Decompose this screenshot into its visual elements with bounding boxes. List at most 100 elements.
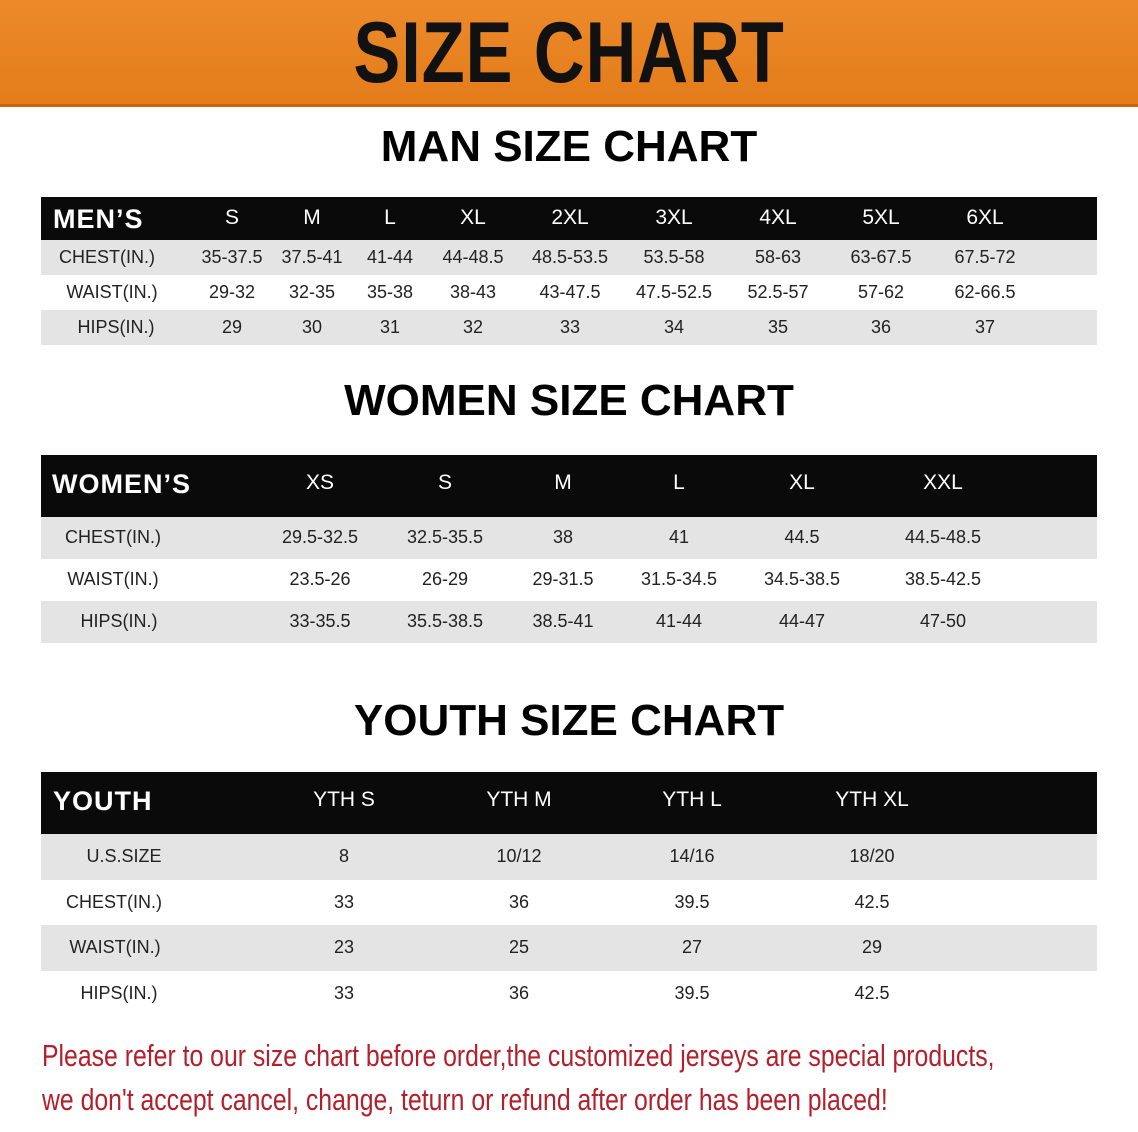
measurement-label: WAIST(IN.) [67,569,159,589]
table-title-cell: YOUTH [53,786,153,816]
measurement-value: 8 [338,846,350,866]
measurement-value: 57-62 [857,282,905,302]
measurement-value: 41 [668,527,690,547]
measurement-value: 32-35 [288,282,336,302]
size-header-cell: 3XL [655,206,693,229]
size-header-cell: YTH XL [835,788,909,811]
table-row: WAIST(IN.) 23 25 27 29 [41,925,1097,971]
size-header-cell: M [554,471,572,494]
notice-line-2: we don't accept cancel, change, teturn o… [42,1082,888,1117]
measurement-value: 33-35.5 [289,611,351,631]
youth-section-title: YOUTH SIZE CHART [353,696,785,745]
measurement-value: 36 [508,982,530,1003]
size-header-cell: XXL [923,471,963,494]
table-title-cell: MEN’S [53,204,144,234]
measurement-label: CHEST(IN.) [66,891,162,912]
size-header-cell: 5XL [862,206,900,229]
measurement-value: 53.5-58 [643,247,705,267]
measurement-label: HIPS(IN.) [80,611,158,631]
measurement-value: 34.5-38.5 [763,569,841,589]
measurement-value: 34 [663,317,685,337]
table-row: CHEST(IN.) 33 36 39.5 42.5 [41,880,1097,926]
measurement-value: 42.5 [854,891,890,912]
measurement-value: 29 [221,317,243,337]
measurement-value: 35-37.5 [201,247,263,267]
measurement-value: 48.5-53.5 [531,247,609,267]
table-row: CHEST(IN.) 35-37.5 37.5-41 41-44 44-48.5 48.5… [41,240,1097,275]
size-header-cell: 2XL [551,206,589,229]
measurement-value: 63-67.5 [850,247,912,267]
size-header-cell: 4XL [759,206,797,229]
measurement-value: 36 [870,317,892,337]
measurement-value: 35 [767,317,789,337]
measurement-value: 58-63 [754,247,802,267]
measurement-label: CHEST(IN.) [65,527,161,547]
table-title-cell: WOMEN’S [52,469,191,499]
measurement-value: 32.5-35.5 [406,527,484,547]
measurement-label: HIPS(IN.) [77,317,155,337]
size-header-cell: YTH M [486,788,552,811]
measurement-value: 26-29 [421,569,469,589]
title-banner: SIZE CHART [0,0,1138,107]
measurement-value: 39.5 [674,891,710,912]
youth-size-table: YOUTH YTH S YTH M YTH L YTH XL U.S.SIZE 8 10/12… [41,772,1097,1016]
measurement-value: 39.5 [674,982,710,1003]
size-header-cell: YTH S [313,788,375,811]
measurement-value: 44-47 [778,611,826,631]
measurement-value: 33 [559,317,581,337]
measurement-value: 42.5 [854,982,890,1003]
table-row: CHEST(IN.) 29.5-32.5 32.5-35.5 38 41 44.5 44.5… [41,517,1097,559]
measurement-value: 31 [379,317,401,337]
size-header-cell: L [384,206,396,229]
size-header-cell: XS [305,471,335,494]
measurement-value: 38-43 [449,282,497,302]
measurement-value: 30 [301,317,323,337]
measurement-value: 41-44 [655,611,703,631]
measurement-value: 18/20 [849,846,895,866]
measurement-value: 35.5-38.5 [406,611,484,631]
measurement-value: 29.5-32.5 [281,527,359,547]
women-section-title: WOMEN SIZE CHART [344,376,794,425]
size-header-cell: S [224,206,240,229]
men-section-title: MAN SIZE CHART [380,122,758,171]
measurement-value: 23.5-26 [289,569,351,589]
women-size-table: WOMEN’S XS S M L XL XXL CHEST(IN.) 29.5-32.5 32.5… [41,455,1097,643]
measurement-value: 38.5-41 [532,611,594,631]
measurement-value: 38 [552,527,574,547]
table-row: HIPS(IN.) 33-35.5 35.5-38.5 38.5-41 41-44 44-… [41,601,1097,643]
measurement-value: 36 [508,891,530,912]
measurement-value: 23 [333,937,355,957]
measurement-value: 47-50 [919,611,967,631]
measurement-value: 29-32 [208,282,256,302]
measurement-value: 33 [333,982,355,1003]
size-header-cell: L [673,471,685,494]
measurement-value: 52.5-57 [747,282,809,302]
measurement-value: 44.5-48.5 [904,527,982,547]
measurement-value: 41-44 [366,247,414,267]
size-header-cell: 6XL [966,206,1004,229]
measurement-value: 14/16 [669,846,715,866]
measurement-value: 33 [333,891,355,912]
measurement-value: 43-47.5 [539,282,601,302]
table-row: HIPS(IN.) 33 36 39.5 42.5 [41,971,1097,1017]
measurement-value: 35-38 [366,282,414,302]
table-row: WAIST(IN.) 23.5-26 26-29 29-31.5 31.5-34.5 34… [41,559,1097,601]
measurement-value: 67.5-72 [954,247,1016,267]
size-header-cell: YTH L [662,788,722,811]
measurement-value: 62-66.5 [954,282,1016,302]
size-header-cell: S [437,471,453,494]
size-header-cell: XL [789,471,815,494]
size-header-cell: XL [460,206,486,229]
measurement-label: WAIST(IN.) [66,282,158,302]
measurement-value: 47.5-52.5 [635,282,713,302]
measurement-value: 29-31.5 [532,569,594,589]
measurement-label: CHEST(IN.) [59,247,155,267]
measurement-value: 25 [508,937,530,957]
table-header: YOUTH YTH S YTH M YTH L YTH XL [41,772,1097,834]
measurement-label: WAIST(IN.) [69,937,161,957]
table-row: WAIST(IN.) 29-32 32-35 35-38 38-43 43-47.5 47.… [41,275,1097,310]
banner-title: SIZE CHART [353,5,785,101]
measurement-value: 29 [861,937,883,957]
table-row: HIPS(IN.) 29 30 31 32 33 34 35 36 37 [41,310,1097,345]
